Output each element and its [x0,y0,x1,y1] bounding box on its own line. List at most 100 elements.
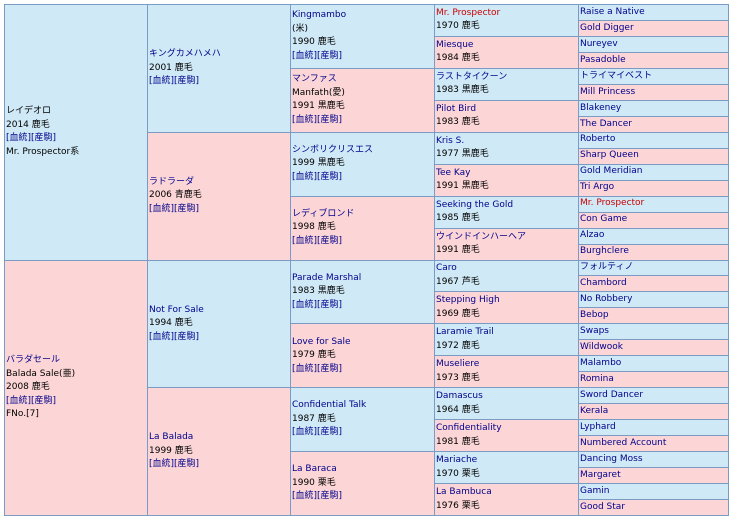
ancestor-name[interactable]: ウインドインハーヘア [436,231,527,242]
dam-sire-born: 1999 黒鹿毛 [292,158,345,169]
ancestor-g5-cell: Swaps [578,323,729,341]
ancestor-g5-cell: Chambord [578,275,729,293]
ancestor-name[interactable]: Caro [436,263,457,274]
ancestor-name[interactable]: La Bambuca [436,487,492,498]
dam-sire-name[interactable]: シンボリクリスエス [292,144,374,155]
ancestor-cell: La Bambuca 1976 栗毛 [434,483,579,516]
ancestor-g5-name[interactable]: Romina [580,374,614,385]
ancestor-g5-name[interactable]: Gold Meridian [580,166,643,177]
ancestor-g5-cell: Mill Princess [578,83,729,101]
ancestor-g5-name[interactable]: Kerala [580,405,609,416]
ancestor-g5-name[interactable]: Roberto [580,134,616,145]
second-horse-alt: Balada Sale(亜) [6,368,76,379]
b-sd-cell: Love for Sale 1979 鹿毛 [血統][産駒] [290,323,435,389]
ancestor-g5-cell: フォルティノ [578,259,729,277]
dam-dam-links[interactable]: [血統][産駒] [292,235,343,246]
ancestor-g5-name[interactable]: Dancing Moss [580,453,643,464]
ancestor-g5-name[interactable]: Raise a Native [580,6,645,17]
sire-name[interactable]: キングカメハメハ [149,49,221,60]
b-dd-name[interactable]: La Baraca [292,464,337,475]
ancestor-g5-cell: Romina [578,371,729,389]
ancestor-name[interactable]: Mariache [436,455,478,466]
ancestor-g5-name[interactable]: Nureyev [580,38,618,49]
ancestor-born: 1964 鹿毛 [436,404,480,415]
ancestor-born: 1970 栗毛 [436,468,480,479]
ancestor-born: 1984 鹿毛 [436,53,480,64]
second-horse-links[interactable]: [血統][産駒] [6,395,57,406]
ancestor-born: 1991 鹿毛 [436,245,480,256]
dam-links[interactable]: [血統][産駒] [149,203,200,214]
ancestor-g5-name[interactable]: Blakeney [580,102,622,113]
dam-sire-links[interactable]: [血統][産駒] [292,171,343,182]
sire-links[interactable]: [血統][産駒] [149,76,200,87]
ancestor-g5-name[interactable]: Gamin [580,485,610,496]
ancestor-g5-name[interactable]: Swaps [580,326,609,337]
sire-sire-origin: (米) [292,23,309,34]
ancestor-cell: Kris S. 1977 黒鹿毛 [434,131,579,165]
b-ds-name[interactable]: Confidential Talk [292,400,367,411]
ancestor-g5-name[interactable]: The Dancer [580,118,632,129]
dam-dam-name[interactable]: レディブロンド [292,208,355,219]
ancestor-g5-name[interactable]: Lyphard [580,421,616,432]
sire-dam-links[interactable]: [血統][産駒] [292,114,343,125]
ancestor-name[interactable]: Kris S. [436,135,465,146]
b-ss-links[interactable]: [血統][産駒] [292,299,343,310]
ancestor-name[interactable]: Damascus [436,391,483,402]
ancestor-g5-name[interactable]: フォルティノ [580,262,634,273]
sire-cell: キングカメハメハ 2001 鹿毛 [血統][産駒] [147,4,291,133]
sire-dam-name[interactable]: マンファス [292,74,337,85]
b-sd-name[interactable]: Love for Sale [292,336,351,347]
ancestor-g5-name[interactable]: Numbered Account [580,437,667,448]
ancestor-g5-name[interactable]: Good Star [580,501,626,512]
b-dam-born: 1999 鹿毛 [149,445,193,456]
sire-born: 2001 鹿毛 [149,62,193,73]
ancestor-name[interactable]: Stepping High [436,295,500,306]
ancestor-g5-name[interactable]: Chambord [580,278,627,289]
ancestor-name[interactable]: Mr. Prospector [436,7,501,18]
b-ds-links[interactable]: [血統][産駒] [292,427,343,438]
ancestor-name[interactable]: Miesque [436,39,474,50]
ancestor-name[interactable]: Laramie Trail [436,327,494,338]
b-sd-links[interactable]: [血統][産駒] [292,363,343,374]
ancestor-g5-name[interactable]: Sword Dancer [580,389,644,400]
dam-name[interactable]: ラドラーダ [149,176,195,187]
ancestor-g5-name[interactable]: Tri Argo [580,182,615,193]
ancestor-g5-cell: Alzao [578,227,729,245]
ancestor-g5-name[interactable]: Mill Princess [580,86,636,97]
ancestor-name[interactable]: Tee Kay [436,167,471,178]
ancestor-name[interactable]: Confidentiality [436,423,502,434]
second-horse-name[interactable]: バラダセール [6,355,61,365]
ancestor-name[interactable]: Pilot Bird [436,103,477,114]
sire-sire-links[interactable]: [血統][産駒] [292,50,343,61]
ancestor-name[interactable]: Seeking the Gold [436,199,514,210]
b-sire-name[interactable]: Not For Sale [149,304,204,315]
ancestor-g5-name[interactable]: Con Game [580,214,628,225]
b-ds-cell: Confidential Talk 1987 鹿毛 [血統][産駒] [290,387,435,453]
ancestor-g5-name[interactable]: Gold Digger [580,22,634,33]
ancestor-g5-name[interactable]: Sharp Queen [580,150,639,161]
ancestor-g5-name[interactable]: Pasadoble [580,54,626,65]
ancestor-born: 1983 黒鹿毛 [436,85,489,96]
ancestor-born: 1991 黒鹿毛 [436,181,489,192]
ancestor-g5-name[interactable]: Bebop [580,310,609,321]
b-dd-links[interactable]: [血統][産駒] [292,491,343,502]
ancestor-g5-name[interactable]: Alzao [580,230,605,241]
ancestor-g5-name[interactable]: Burghclere [580,246,629,257]
ancestor-g5-name[interactable]: Malambo [580,358,622,369]
b-sire-links[interactable]: [血統][産駒] [149,331,200,342]
ancestor-g5-cell: Margaret [578,467,729,485]
b-ss-name[interactable]: Parade Marshal [292,272,362,283]
ancestor-g5-name[interactable]: トライマイベスト [580,70,653,81]
sire-sire-name[interactable]: Kingmambo [292,10,347,21]
ancestor-g5-name[interactable]: Mr. Prospector [580,198,645,209]
ancestor-g5-cell: Bebop [578,307,729,325]
ancestor-g5-name[interactable]: No Robbery [580,294,633,305]
b-dam-links[interactable]: [血統][産駒] [149,459,200,470]
horse-name: レイデオロ [6,106,52,117]
ancestor-g5-name[interactable]: Margaret [580,469,621,480]
ancestor-name[interactable]: Museliere [436,359,480,370]
ancestor-name[interactable]: ラストタイクーン [436,71,508,82]
horse-links[interactable]: [血統][産駒] [6,133,57,144]
b-dam-name[interactable]: La Balada [149,432,194,443]
ancestor-g5-name[interactable]: Wildwook [580,342,624,353]
